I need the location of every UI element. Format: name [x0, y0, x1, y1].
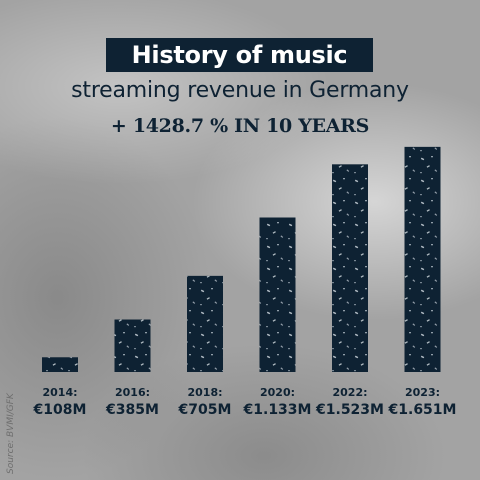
value-label: €1.523M — [315, 402, 384, 418]
value-label: €705M — [178, 402, 232, 418]
bar-texture-1 — [114, 319, 151, 372]
bar-texture-4 — [332, 164, 368, 372]
chart-subtitle: streaming revenue in Germany — [71, 78, 409, 103]
x-tick-label: 2023: — [405, 386, 440, 399]
bar-texture-3 — [259, 217, 296, 372]
x-tick-label: 2016: — [115, 386, 150, 399]
bar-texture-5 — [404, 146, 441, 372]
bar-texture-0 — [42, 357, 78, 372]
value-label: €1.133M — [243, 402, 312, 418]
value-label: €108M — [33, 402, 87, 418]
value-label: €385M — [105, 402, 159, 418]
x-tick-label: 2014: — [42, 386, 77, 399]
x-tick-label: 2022: — [332, 386, 367, 399]
growth-headline: + 1428.7 % IN 10 YEARS — [110, 115, 370, 137]
bar-texture-2 — [187, 275, 223, 372]
value-label: €1.651M — [388, 402, 457, 418]
chart-title: History of music — [106, 38, 373, 72]
x-tick-label: 2018: — [187, 386, 222, 399]
x-tick-label: 2020: — [260, 386, 295, 399]
source-note: Source: BVMI/GFK — [6, 393, 16, 474]
